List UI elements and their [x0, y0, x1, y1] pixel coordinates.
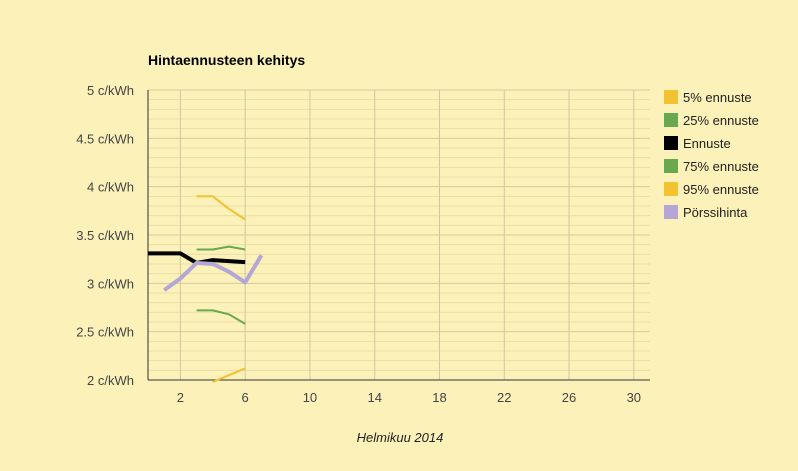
y-tick-label: 3 c/kWh	[87, 276, 134, 291]
x-tick-label: 10	[303, 390, 317, 405]
legend-label: 95% ennuste	[683, 182, 759, 197]
x-tick-label: 30	[627, 390, 641, 405]
y-tick-label: 2 c/kWh	[87, 373, 134, 388]
y-tick-label: 4 c/kWh	[87, 180, 134, 195]
grid	[148, 89, 650, 381]
x-axis-label: Helmikuu 2014	[357, 430, 444, 445]
y-tick-label: 2.5 c/kWh	[76, 325, 134, 340]
y-tick-label: 4.5 c/kWh	[76, 131, 134, 146]
legend-label: 5% ennuste	[683, 90, 752, 105]
x-tick-label: 22	[497, 390, 511, 405]
legend: 5% ennuste 25% ennuste Ennuste 75% ennuste 9…	[664, 90, 759, 220]
legend-label: 25% ennuste	[683, 113, 759, 128]
chart-title: Hintaennusteen kehitys	[148, 52, 305, 68]
legend-swatch	[664, 159, 678, 173]
x-tick-label: 2	[177, 390, 184, 405]
legend-label: Pörssihinta	[683, 205, 748, 220]
x-tick-label: 6	[242, 390, 249, 405]
legend-label: 75% ennuste	[683, 159, 759, 174]
legend-swatch	[664, 136, 678, 150]
legend-label: Ennuste	[683, 136, 731, 151]
series-line-5-ennuste	[212, 367, 246, 383]
axes: 2 c/kWh 2.5 c/kWh 3 c/kWh 3.5 c/kWh 4 c/kWh 4…	[76, 83, 650, 405]
x-tick-label: 26	[562, 390, 576, 405]
series-line-25-ennuste	[196, 309, 246, 325]
series-line-p-rssihinta	[163, 254, 264, 292]
x-tick-label: 18	[432, 390, 446, 405]
legend-swatch	[664, 90, 678, 104]
series-line-75-ennuste	[196, 245, 246, 251]
legend-swatch	[664, 182, 678, 196]
y-tick-label: 3.5 c/kWh	[76, 228, 134, 243]
legend-swatch	[664, 205, 678, 219]
series-lines	[148, 195, 264, 383]
x-tick-label: 14	[367, 390, 381, 405]
y-tick-label: 5 c/kWh	[87, 83, 134, 98]
series-line-95-ennuste	[196, 195, 246, 221]
legend-swatch	[664, 113, 678, 127]
